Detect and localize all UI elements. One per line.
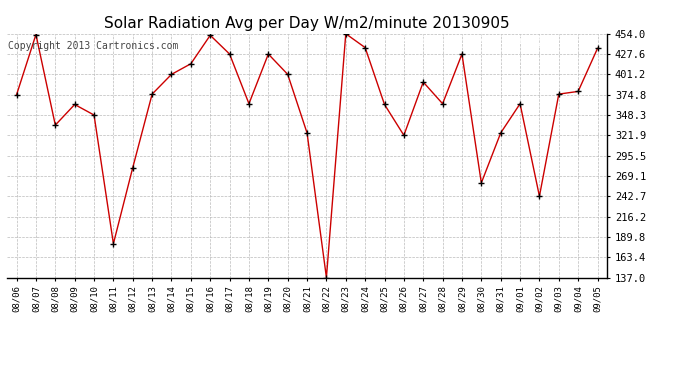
Title: Solar Radiation Avg per Day W/m2/minute 20130905: Solar Radiation Avg per Day W/m2/minute … — [104, 16, 510, 31]
Text: Copyright 2013 Cartronics.com: Copyright 2013 Cartronics.com — [8, 41, 179, 51]
